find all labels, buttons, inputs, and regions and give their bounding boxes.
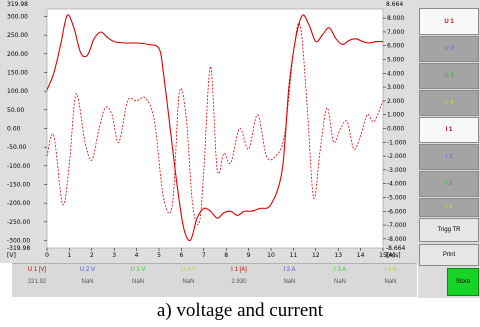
- y-left-tick-label: 100.00: [7, 88, 28, 95]
- y-right-tick-label: 8.000: [387, 15, 404, 22]
- y-right-tick-label: 2.000: [387, 98, 404, 105]
- channel-name: I 1 [A]: [231, 267, 247, 273]
- channel-readout: I 1 [A] 2.930: [214, 264, 264, 286]
- y-right-tick-label: 7.000: [387, 29, 404, 36]
- y-left-tick-label: 200.00: [7, 51, 28, 58]
- x-tick-label: 7: [202, 252, 206, 259]
- y-right-top-label: 8.664: [386, 1, 403, 8]
- channel-readout: I 3 A NaN: [315, 264, 365, 286]
- waveform-chart: 319.98300.00250.00200.00150.00100.0050.0…: [0, 0, 418, 263]
- channel-button-print[interactable]: Print: [419, 244, 479, 266]
- channel-readout: U 4 V NaN: [164, 264, 214, 286]
- series-line-current: [46, 22, 384, 225]
- series-line-voltage: [46, 14, 384, 242]
- x-tick-label: 0: [45, 252, 49, 259]
- x-tick-label: 14: [357, 252, 365, 259]
- y-left-tick-label: -200.00: [7, 200, 30, 207]
- channel-readout: U 1 [V] 221.92: [12, 264, 62, 286]
- channel-button-i-3[interactable]: I 3: [419, 171, 479, 197]
- y-right-tick-label: -3.000: [387, 167, 407, 174]
- channel-readout: I 4 A NaN: [366, 264, 416, 286]
- y-left-tick-label: -300.00: [7, 238, 30, 245]
- x-tick-label: 1: [67, 252, 71, 259]
- channel-button-u-3[interactable]: U 3: [419, 63, 479, 89]
- y-right-bottom-label: -8.664: [386, 245, 406, 252]
- x-tick-label: 13: [334, 252, 342, 259]
- y-left-tick-label: 150.00: [7, 69, 28, 76]
- y-left-tick-label: 0.00: [7, 126, 21, 133]
- y-right-tick-label: -4.000: [387, 181, 407, 188]
- store-button[interactable]: Store: [447, 268, 479, 296]
- x-tick-label: 15: [379, 252, 387, 259]
- channel-button-trigg-tr[interactable]: Trigg TR: [419, 218, 479, 242]
- y-right-tick-label: -2.000: [387, 153, 407, 160]
- y-right-tick-label: 4.000: [387, 70, 404, 77]
- channel-button-u-2[interactable]: U 2: [419, 36, 479, 62]
- x-tick-label: 9: [247, 252, 251, 259]
- channel-button-i-2[interactable]: I 2: [419, 144, 479, 170]
- y-right-tick-label: 5.000: [387, 57, 404, 64]
- channel-name: I 3 A: [333, 267, 346, 273]
- channel-name: U 3 V: [130, 267, 146, 273]
- x-tick-label: 2: [90, 252, 94, 259]
- channel-readout: I 2 A NaN: [265, 264, 315, 286]
- y-right-tick-label: 3.000: [387, 84, 404, 91]
- y-right-tick-label: 0.000: [387, 126, 404, 133]
- channel-value: NaN: [81, 279, 94, 285]
- channel-readout: U 3 V NaN: [113, 264, 163, 286]
- x-axis-label: [ms]: [387, 252, 401, 259]
- y-left-tick-label: -100.00: [7, 163, 30, 170]
- channel-value: 2.930: [231, 279, 247, 285]
- x-tick-label: 12: [312, 252, 320, 259]
- y-left-tick-label: -150.00: [7, 182, 30, 189]
- channel-value: NaN: [384, 279, 397, 285]
- y-left-bottom-label: -319.98: [7, 245, 30, 252]
- channel-name: U 2 V: [79, 267, 95, 273]
- y-left-tick-label: -250.00: [7, 219, 30, 226]
- y-right-tick-label: -8.000: [387, 236, 407, 243]
- channel-value: 221.92: [27, 279, 47, 285]
- y-left-tick-label: 300.00: [7, 13, 28, 20]
- instrument-screen: 319.98 300.00 250.00 200.00 150.00 100.00 50.0…: [0, 0, 480, 298]
- y-right-tick-label: 6.000: [387, 43, 404, 50]
- y-right-tick-label: -5.000: [387, 194, 407, 201]
- channel-button-u-4[interactable]: U 4: [419, 90, 479, 116]
- channel-readout-panel: U 1 [V] 221.92 U 2 V NaN U 3 V NaN U 4 V NaN I 1…: [12, 263, 417, 297]
- y-left-tick-label: -50.00: [7, 144, 27, 151]
- channel-name: I 2 A: [283, 267, 296, 273]
- channel-name: U 1 [V]: [27, 267, 47, 273]
- x-tick-label: 6: [179, 252, 183, 259]
- y-right-tick-label: -1.000: [387, 139, 407, 146]
- channel-button-u-1[interactable]: U 1: [419, 8, 479, 35]
- x-tick-label: 4: [135, 252, 139, 259]
- y-left-top-label: 319.98: [7, 1, 28, 8]
- y-left-unit: [V]: [7, 252, 16, 259]
- y-right-tick-label: 1.000: [387, 112, 404, 119]
- y-right-tick-label: -7.000: [387, 222, 407, 229]
- channel-name: I 4 A: [384, 267, 397, 273]
- channel-value: NaN: [182, 279, 195, 285]
- figure-caption: a) voltage and current: [156, 300, 324, 321]
- channel-value: NaN: [333, 279, 346, 285]
- x-tick-label: 3: [112, 252, 116, 259]
- channel-button-i-4[interactable]: I 4: [419, 198, 479, 217]
- x-tick-label: 10: [267, 252, 275, 259]
- channel-name: U 4 V: [180, 267, 196, 273]
- y-right-unit: [A]: [386, 252, 395, 259]
- y-left-tick-label: 250.00: [7, 32, 28, 39]
- x-tick-label: 8: [224, 252, 228, 259]
- channel-readout: U 2 V NaN: [63, 264, 113, 286]
- x-tick-label: 5: [157, 252, 161, 259]
- y-right-tick-label: -6.000: [387, 208, 407, 215]
- channel-button-i-1[interactable]: I 1: [419, 117, 479, 143]
- channel-value: NaN: [131, 279, 144, 285]
- y-left-tick-label: 50.00: [7, 107, 24, 114]
- channel-value: NaN: [283, 279, 296, 285]
- x-tick-label: 11: [290, 252, 298, 259]
